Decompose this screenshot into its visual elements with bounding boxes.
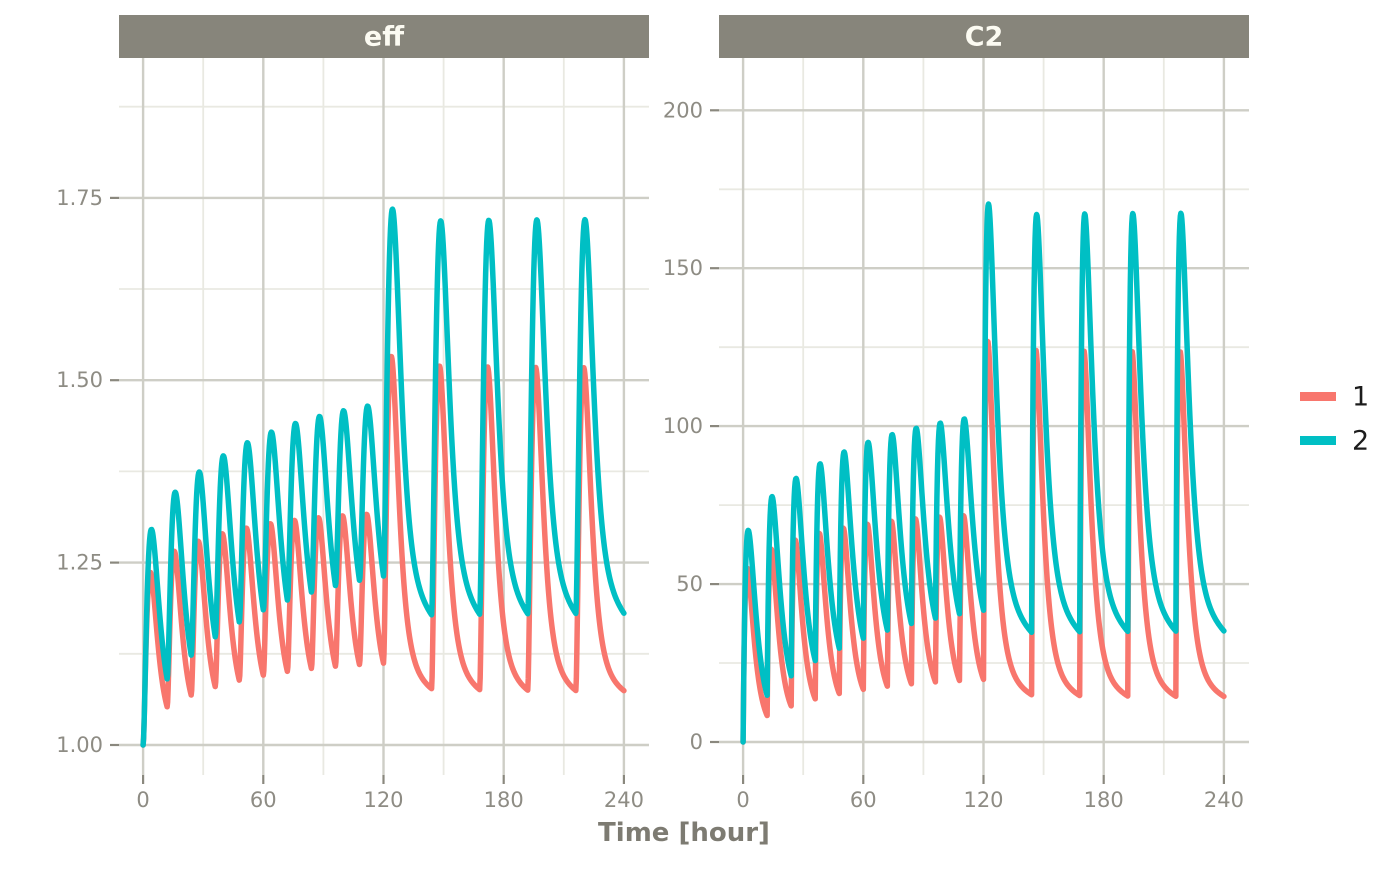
axis-tick-labels: 0 60 120 180 240 1.00 1.25 1.50 1.75 0 60 120 180 240… bbox=[56, 98, 1244, 812]
y-tick-label: 1.00 bbox=[56, 733, 103, 757]
legend-label-1: 1 bbox=[1352, 382, 1369, 413]
x-tick-label: 60 bbox=[250, 788, 277, 812]
legend: 1 2 bbox=[1300, 382, 1369, 457]
legend-swatch-1 bbox=[1300, 392, 1336, 401]
legend-label-2: 2 bbox=[1352, 426, 1369, 457]
y-tick-label: 0 bbox=[690, 730, 703, 754]
x-tick-label: 0 bbox=[736, 788, 749, 812]
eff-panel-curves bbox=[140, 206, 627, 748]
c2-series-2-line bbox=[740, 201, 1227, 745]
facet-strip-label-c2: C2 bbox=[965, 22, 1004, 53]
y-tick-label: 100 bbox=[663, 414, 703, 438]
x-tick-label: 240 bbox=[604, 788, 644, 812]
y-tick-label: 50 bbox=[676, 572, 703, 596]
facet-strip-eff bbox=[119, 15, 649, 58]
axis-ticks bbox=[110, 109, 1226, 784]
x-tick-label: 120 bbox=[963, 788, 1003, 812]
facet-strip-c2 bbox=[719, 15, 1249, 58]
legend-swatch-2 bbox=[1300, 436, 1336, 445]
y-tick-label: 1.50 bbox=[56, 368, 103, 392]
x-tick-label: 180 bbox=[484, 788, 524, 812]
x-axis-title: Time [hour] bbox=[598, 818, 770, 848]
c2-series-1-line bbox=[740, 338, 1227, 745]
x-tick-label: 180 bbox=[1084, 788, 1124, 812]
eff-series-1-line bbox=[140, 353, 627, 748]
x-tick-label: 0 bbox=[136, 788, 149, 812]
x-tick-label: 240 bbox=[1204, 788, 1244, 812]
y-tick-label: 150 bbox=[663, 256, 703, 280]
eff-series-2-line bbox=[140, 206, 627, 748]
y-tick-label: 200 bbox=[663, 98, 703, 122]
y-tick-label: 1.75 bbox=[56, 186, 103, 210]
c2-panel-curves bbox=[740, 201, 1227, 745]
x-tick-label: 120 bbox=[363, 788, 403, 812]
facet-strip-label-eff: eff bbox=[364, 22, 405, 53]
y-tick-label: 1.25 bbox=[56, 551, 103, 575]
x-tick-label: 60 bbox=[850, 788, 877, 812]
